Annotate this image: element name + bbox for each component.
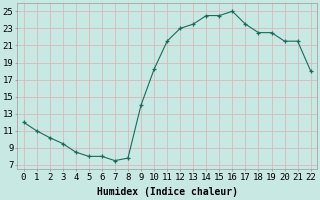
X-axis label: Humidex (Indice chaleur): Humidex (Indice chaleur) bbox=[97, 187, 238, 197]
